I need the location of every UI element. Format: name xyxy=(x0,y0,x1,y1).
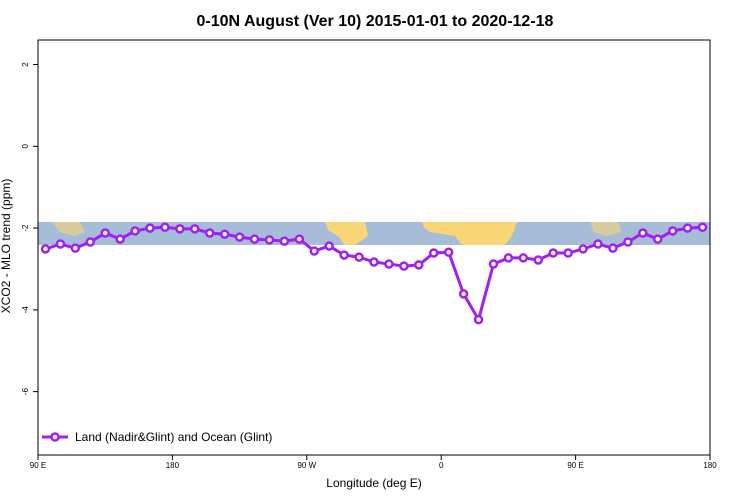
data-point xyxy=(309,246,320,256)
data-point xyxy=(697,222,708,233)
data-point xyxy=(160,222,170,233)
data-point xyxy=(115,234,125,244)
data-point xyxy=(503,253,514,263)
data-point xyxy=(85,237,96,247)
legend-marker xyxy=(50,432,60,442)
data-point xyxy=(384,259,394,269)
y-tick-label: 2 xyxy=(21,62,30,67)
data-point xyxy=(563,248,573,258)
data-point xyxy=(428,248,439,258)
data-point xyxy=(249,234,260,244)
data-point xyxy=(518,253,529,263)
data-point xyxy=(145,223,155,233)
data-point xyxy=(458,289,469,299)
data-point xyxy=(324,241,334,251)
y-tick-label: -6 xyxy=(21,388,30,396)
data-point xyxy=(234,232,245,242)
data-point xyxy=(175,224,185,234)
x-tick-label: 180 xyxy=(166,461,180,470)
data-point xyxy=(608,243,618,253)
data-point xyxy=(533,255,544,265)
data-point xyxy=(70,243,81,253)
data-point xyxy=(219,229,230,239)
map-strip xyxy=(38,222,710,245)
data-point xyxy=(279,236,290,246)
data-point xyxy=(204,228,215,238)
data-point xyxy=(130,226,140,236)
data-point xyxy=(638,228,648,238)
y-tick-label: -4 xyxy=(21,306,30,314)
data-point xyxy=(593,239,603,249)
data-point xyxy=(369,257,379,267)
legend-label: Land (Nadir&Glint) and Ocean (Glint) xyxy=(75,430,272,444)
data-point xyxy=(667,226,678,236)
data-point xyxy=(40,244,51,254)
plot-frame xyxy=(37,39,711,456)
data-point xyxy=(100,228,110,238)
x-axis-label: Longitude (deg E) xyxy=(326,476,421,490)
x-tick-label: 90 W xyxy=(297,461,316,470)
y-tick-label: 0 xyxy=(21,144,30,149)
y-tick-label: -2 xyxy=(21,224,30,232)
data-point xyxy=(548,248,558,258)
chart-title: 0-10N August (Ver 10) 2015-01-01 to 2020… xyxy=(197,13,554,30)
data-point xyxy=(55,239,66,249)
data-point xyxy=(190,224,200,234)
x-tick-label: 90 E xyxy=(30,461,46,470)
data-point xyxy=(623,237,633,247)
data-point xyxy=(488,259,499,269)
data-point xyxy=(682,223,693,233)
data-point xyxy=(399,261,409,271)
x-tick-label: 90 E xyxy=(567,461,583,470)
data-point xyxy=(264,235,275,245)
data-point xyxy=(443,247,454,257)
data-point xyxy=(294,234,305,244)
data-point xyxy=(652,234,663,244)
x-tick-label: 180 xyxy=(703,461,717,470)
x-tick-label: 0 xyxy=(439,461,444,470)
data-point xyxy=(354,252,364,262)
data-point xyxy=(578,244,588,254)
data-point xyxy=(473,314,484,325)
data-point xyxy=(414,260,424,270)
data-point xyxy=(339,250,349,260)
y-axis-label: XCO2 - MLO trend (ppm) xyxy=(0,179,13,314)
